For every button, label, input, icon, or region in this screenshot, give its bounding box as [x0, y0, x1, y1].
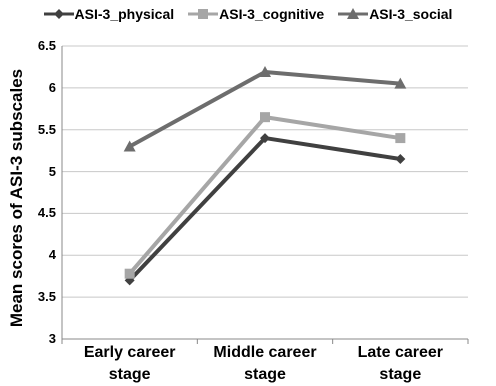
x-tick-label-line: Late career [357, 344, 444, 361]
x-tick-label-line: stage [379, 366, 422, 383]
x-tick-label: Middle career stage [200, 342, 330, 386]
series-line-ASI-3_physical [128, 136, 401, 282]
legend-label-cognitive: ASI-3_cognitive [219, 6, 325, 22]
y-tick-label: 6.5 [37, 38, 56, 53]
data-point-ASI-3_physical [260, 133, 270, 144]
x-tick-label-line: Early career [83, 344, 176, 361]
data-point-ASI-3_cognitive [395, 133, 406, 144]
x-tick-label-line: Middle career [213, 344, 317, 361]
y-tick-label: 5 [48, 163, 56, 179]
y-tick-label: 3.5 [37, 289, 56, 305]
legend-marker-triangle-icon [338, 8, 369, 19]
data-point-ASI-3_social [123, 140, 136, 152]
data-point-ASI-3_cognitive [124, 268, 135, 279]
legend-label-social: ASI-3_social [369, 6, 453, 22]
y-tick-label: 6 [48, 79, 56, 95]
y-tick-label: 4 [48, 247, 56, 263]
legend-marker-square-icon [188, 9, 219, 19]
legend-marker-diamond-icon [43, 9, 74, 19]
data-point-ASI-3_physical [395, 154, 406, 165]
legend-item-physical: ASI-3_physical [43, 6, 175, 22]
x-tick-label-line: stage [108, 366, 151, 383]
data-point-ASI-3_social [259, 65, 271, 77]
legend-item-social: ASI-3_social [338, 6, 452, 22]
chart-legend: ASI-3_physical ASI-3_cognitive ASI-3_soc… [0, 6, 496, 22]
legend-item-cognitive: ASI-3_cognitive [188, 6, 324, 22]
x-tick-label: Late career stage [335, 342, 465, 386]
legend-label-physical: ASI-3_physical [74, 6, 175, 22]
x-tick-label-line: stage [244, 366, 286, 383]
y-tick-label: 3 [48, 331, 56, 346]
y-tick-label: 5.5 [37, 121, 56, 137]
data-point-ASI-3_cognitive [260, 112, 270, 123]
x-tick-label: Early career stage [65, 342, 195, 386]
y-tick-label: 4.5 [37, 205, 56, 221]
data-point-ASI-3_social [394, 77, 407, 89]
